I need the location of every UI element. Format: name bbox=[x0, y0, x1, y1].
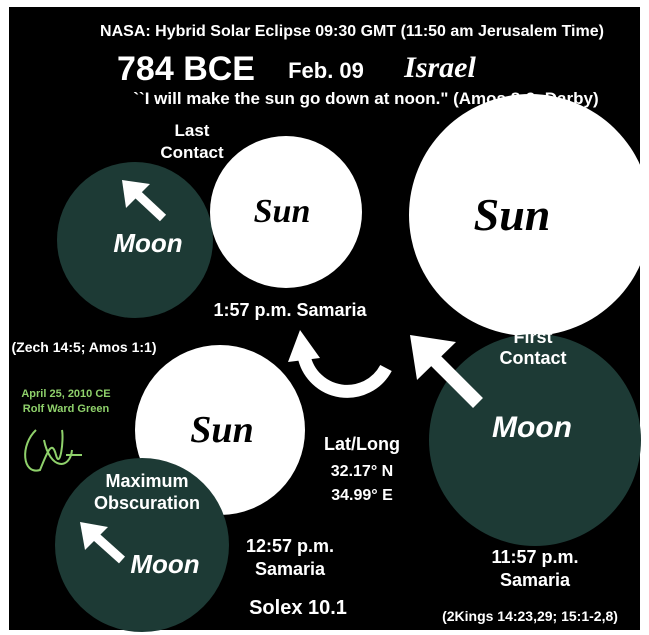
time: Samaria bbox=[255, 559, 326, 579]
page: NASA: Hybrid Solar Eclipse 09:30 GMT (11… bbox=[0, 0, 649, 635]
moon-label: Moon bbox=[492, 411, 572, 444]
credit: April 25, 2010 CE bbox=[21, 388, 110, 400]
place: Israel bbox=[403, 51, 476, 84]
time: 12:57 p.m. bbox=[246, 536, 334, 556]
label: Maximum bbox=[105, 471, 188, 491]
date: Feb. 09 bbox=[288, 58, 364, 83]
label: Contact bbox=[160, 143, 224, 162]
eclipse-diagram: NASA: Hybrid Solar Eclipse 09:30 GMT (11… bbox=[0, 0, 649, 635]
location: 32.17° N bbox=[331, 463, 393, 480]
label: Contact bbox=[500, 348, 567, 368]
location: Lat/Long bbox=[324, 434, 400, 454]
sun-label: Sun bbox=[190, 409, 253, 451]
label: Obscuration bbox=[94, 493, 200, 513]
moon-label: Moon bbox=[130, 549, 199, 579]
time: 11:57 p.m. bbox=[491, 547, 578, 567]
credit: Rolf Ward Green bbox=[23, 403, 110, 415]
year: 784 BCE bbox=[117, 50, 255, 88]
sun-label: Sun bbox=[254, 193, 311, 230]
time: 1:57 p.m. Samaria bbox=[213, 300, 367, 320]
moon-label: Moon bbox=[113, 228, 182, 258]
header-line: NASA: Hybrid Solar Eclipse 09:30 GMT (11… bbox=[100, 23, 604, 40]
software: Solex 10.1 bbox=[249, 597, 347, 619]
label: Last bbox=[175, 121, 210, 140]
location: 34.99° E bbox=[331, 487, 393, 504]
reference: (2Kings 14:23,29; 15:1-2,8) bbox=[442, 608, 618, 624]
time: Samaria bbox=[500, 570, 571, 590]
label: First bbox=[513, 327, 552, 347]
sun-label: Sun bbox=[474, 189, 551, 240]
reference: (Zech 14:5; Amos 1:1) bbox=[12, 339, 157, 355]
